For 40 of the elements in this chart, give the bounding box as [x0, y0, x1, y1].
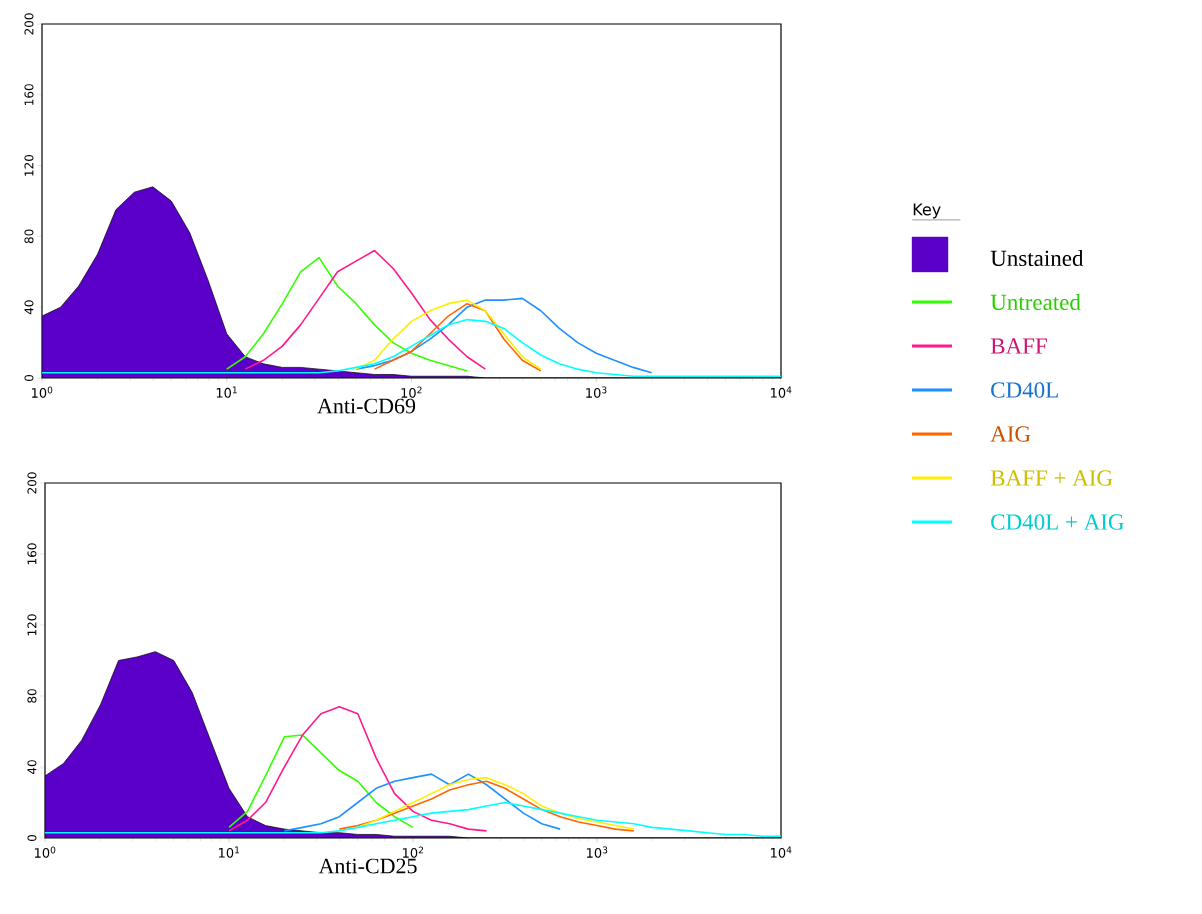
y-tick-label: 200	[24, 13, 34, 35]
legend-label: Unstained	[990, 249, 1084, 267]
legend-label: AIG	[990, 426, 1031, 442]
y-tick-label: 0	[27, 834, 37, 842]
legend-label: BAFF + AIG	[990, 470, 1113, 486]
y-tick-label: 40	[24, 300, 34, 315]
x-tick-label: 10$^{3}$	[587, 846, 608, 858]
line-series	[373, 302, 542, 372]
x-tick-label: 10$^{0}$	[35, 846, 56, 858]
x-tick-label: 10$^{4}$	[771, 846, 792, 858]
line-series	[355, 299, 542, 370]
y-tick-label: 160	[24, 84, 34, 105]
x-tick-label: 10$^{1}$	[216, 386, 237, 398]
line-series	[283, 773, 562, 832]
line-series	[225, 256, 468, 372]
y-tick-label: 0	[24, 374, 34, 382]
x-tick-label: 10$^{0}$	[32, 386, 53, 398]
legend-title: Key	[913, 203, 941, 219]
x-tick-label: 10$^{1}$	[219, 846, 240, 858]
x-tick-label: 10$^{3}$	[586, 386, 607, 398]
x-tick-label: 10$^{4}$	[771, 386, 792, 398]
x-tick-label: 10$^{2}$	[401, 386, 422, 398]
y-tick-label: 80	[24, 229, 34, 244]
y-tick-label: 200	[27, 472, 37, 494]
x-axis-title: Anti-CD25	[318, 858, 417, 874]
line-series	[338, 780, 635, 832]
line-series	[244, 249, 487, 370]
line-series	[228, 705, 488, 832]
y-tick-label: 80	[27, 689, 37, 703]
y-tick-label: 40	[27, 760, 37, 775]
y-tick-label: 120	[24, 154, 34, 176]
legend-label: BAFF	[990, 338, 1047, 354]
legend-label: CD40L	[991, 382, 1058, 398]
y-tick-label: 120	[27, 614, 37, 636]
line-series	[228, 734, 414, 829]
legend-label: CD40L + AIG	[991, 514, 1124, 530]
legend-label: Untreated	[990, 293, 1081, 311]
y-tick-label: 160	[27, 543, 37, 565]
x-axis-title: Anti-CD69	[317, 398, 416, 414]
x-tick-label: 10$^{2}$	[403, 846, 424, 858]
